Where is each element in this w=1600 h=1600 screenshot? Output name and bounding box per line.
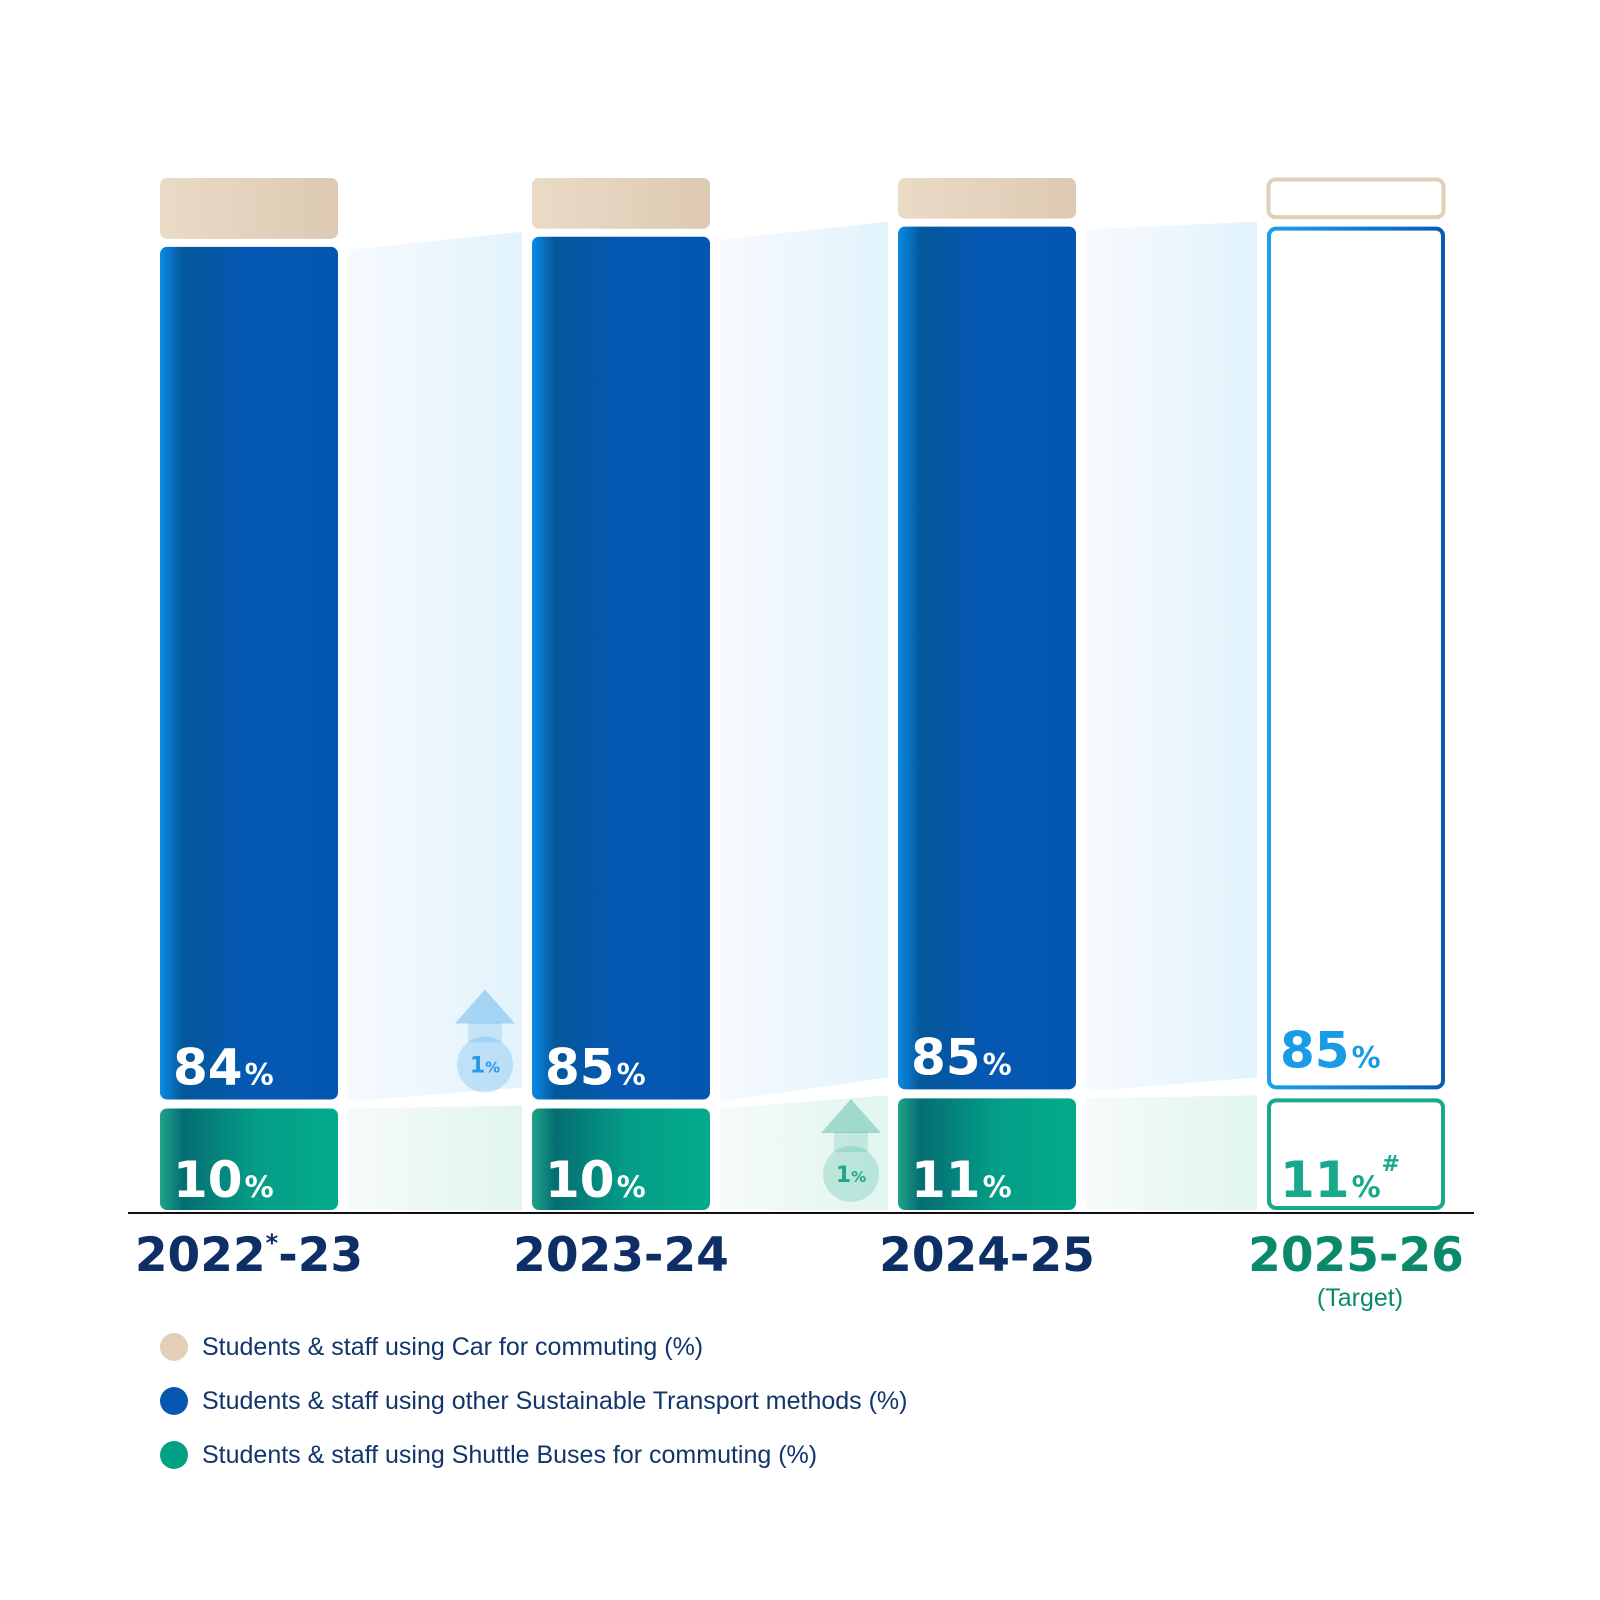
bar-sustainable-1 — [532, 236, 710, 1100]
change-arrow-1 — [821, 1099, 881, 1133]
bar-car-3 — [1266, 177, 1446, 220]
bar-shuttle-2 — [898, 1098, 1076, 1210]
year-label-3: 2025-26 — [1248, 1228, 1464, 1283]
label-shuttle-0: 10% — [173, 1151, 274, 1209]
label-sustainable-1: 85% — [545, 1039, 646, 1097]
legend-item-shuttle: Students & staff using Shuttle Buses for… — [160, 1428, 907, 1482]
legend-item-car: Students & staff using Car for commuting… — [160, 1320, 907, 1374]
change-bubble-0 — [457, 1036, 513, 1093]
legend-label-car: Students & staff using Car for commuting… — [202, 1332, 704, 1361]
connector-sustainable-1 — [720, 221, 888, 1102]
year-label-1: 2023-24 — [513, 1228, 729, 1283]
label-sustainable-2: 85% — [911, 1028, 1012, 1086]
year-label-2: 2024-25 — [879, 1228, 1095, 1283]
change-arrow-0 — [455, 989, 515, 1024]
year-note-3: (Target) — [1317, 1284, 1403, 1312]
change-label-0: 1% — [470, 1054, 500, 1079]
connector-shuttle-0 — [348, 1105, 522, 1210]
label-shuttle-2: 11% — [911, 1151, 1012, 1209]
bar-sustainable-0 — [160, 246, 338, 1100]
bar-car-0 — [160, 178, 338, 239]
label-shuttle-3: 11%# — [1280, 1151, 1400, 1209]
connector-sustainable-2 — [1086, 221, 1257, 1092]
change-arrow-stem-1 — [834, 1132, 868, 1152]
label-sustainable-3: 85% — [1280, 1021, 1381, 1079]
bar-car-1 — [532, 178, 710, 229]
legend-label-sustainable: Students & staff using other Sustainable… — [202, 1386, 908, 1415]
label-shuttle-1: 10% — [545, 1151, 646, 1209]
bar-shuttle-3 — [1267, 1098, 1445, 1210]
connector-shuttle-1 — [720, 1095, 888, 1210]
legend-swatch-shuttle — [160, 1441, 188, 1469]
legend: Students & staff using Car for commuting… — [160, 1320, 907, 1482]
change-label-1: 1% — [836, 1163, 866, 1188]
legend-label-shuttle: Students & staff using Shuttle Buses for… — [202, 1440, 818, 1469]
label-sustainable-0: 84% — [173, 1039, 274, 1097]
bar-shuttle-1 — [532, 1108, 710, 1210]
legend-swatch-sustainable — [160, 1387, 188, 1415]
bar-sustainable-2 — [898, 226, 1076, 1090]
change-arrow-stem-0 — [468, 1022, 502, 1043]
connector-shuttle-2 — [1086, 1095, 1257, 1210]
legend-item-sustainable: Students & staff using other Sustainable… — [160, 1374, 907, 1428]
legend-swatch-car — [160, 1333, 188, 1361]
bar-shuttle-0 — [160, 1108, 338, 1210]
connector-sustainable-0 — [348, 231, 522, 1102]
year-label-0: 2022*-23 — [135, 1228, 363, 1283]
bar-car-2 — [898, 178, 1076, 219]
change-bubble-1 — [823, 1146, 879, 1202]
bar-sustainable-3 — [1267, 226, 1445, 1090]
